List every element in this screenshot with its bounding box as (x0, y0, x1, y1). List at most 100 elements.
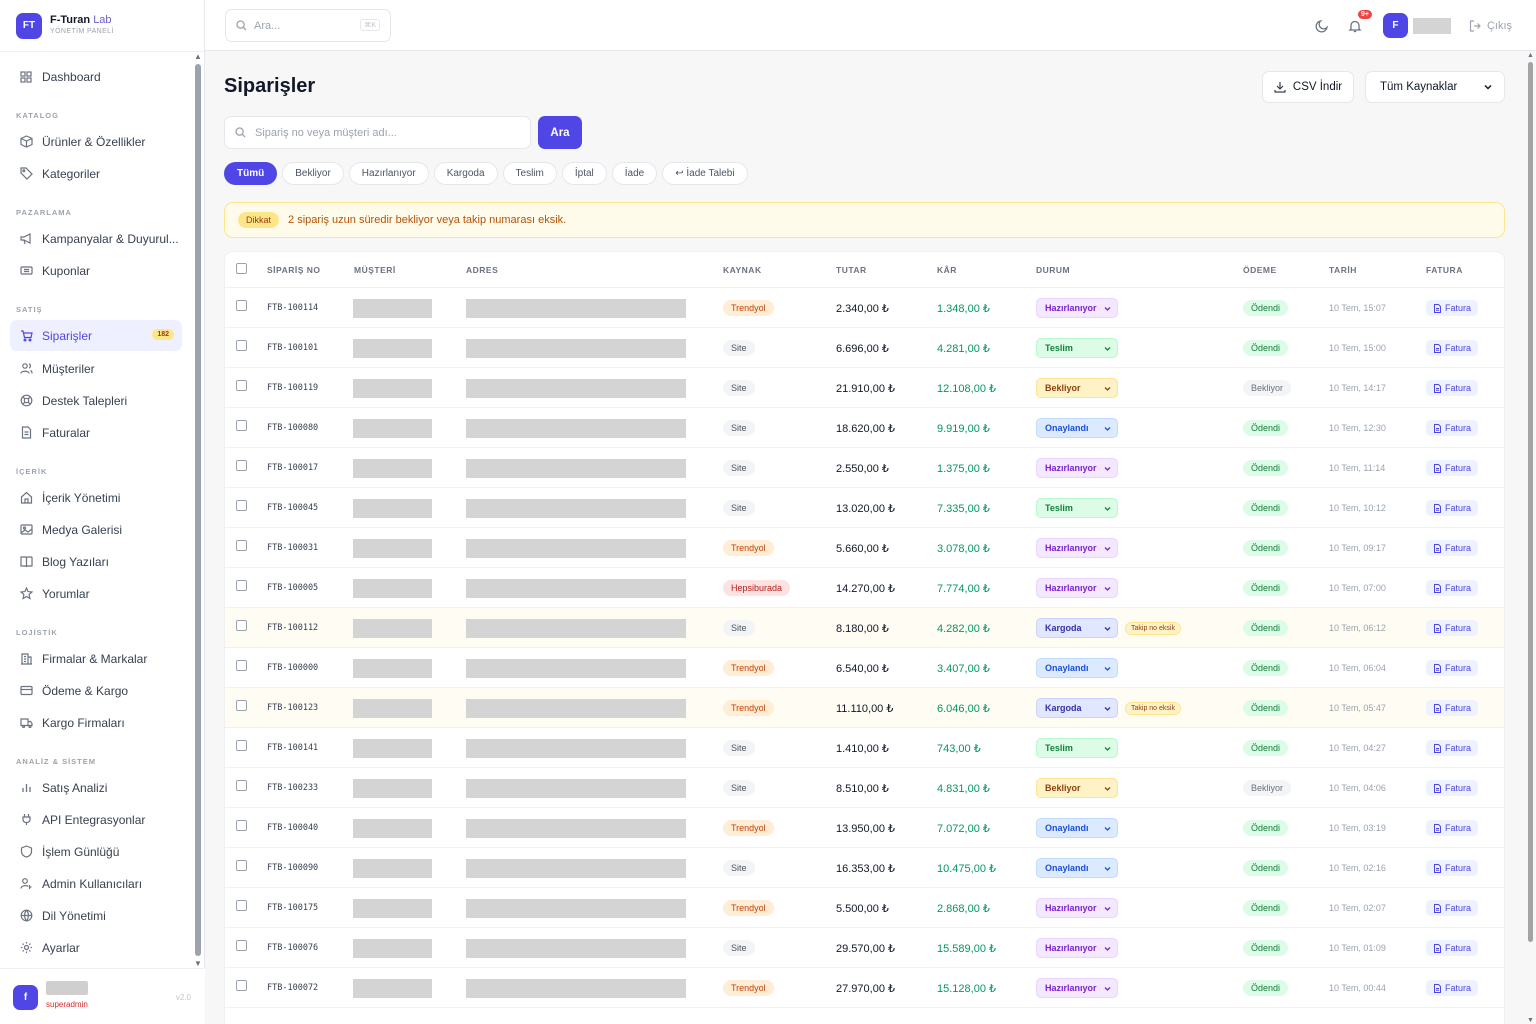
nav-medya[interactable]: Medya Galerisi (10, 514, 182, 545)
header-amount[interactable]: TUTAR (836, 265, 867, 275)
order-number[interactable]: FTB-100090 (267, 863, 319, 873)
order-number[interactable]: FTB-100119 (267, 383, 319, 393)
nav-destek[interactable]: Destek Talepleri (10, 385, 182, 416)
row-checkbox[interactable] (236, 500, 247, 511)
invoice-button[interactable]: Fatura (1426, 340, 1479, 356)
order-number[interactable]: FTB-100045 (267, 503, 319, 513)
order-number[interactable]: FTB-100072 (267, 983, 319, 993)
row-checkbox[interactable] (236, 620, 247, 631)
row-checkbox[interactable] (236, 940, 247, 951)
status-select[interactable]: Hazırlanıyor (1036, 938, 1118, 958)
row-checkbox[interactable] (236, 420, 247, 431)
filter-all[interactable]: Tümü (224, 162, 278, 185)
theme-toggle-button[interactable] (1312, 16, 1332, 36)
row-checkbox[interactable] (236, 540, 247, 551)
filter-cancelled[interactable]: İptal (561, 162, 607, 185)
row-checkbox[interactable] (236, 340, 247, 351)
row-checkbox[interactable] (236, 460, 247, 471)
nav-firmalar[interactable]: Firmalar & Markalar (10, 643, 182, 674)
status-select[interactable]: Kargoda (1036, 698, 1118, 718)
invoice-button[interactable]: Fatura (1426, 500, 1479, 516)
status-select[interactable]: Kargoda (1036, 618, 1118, 638)
header-profit[interactable]: KÂR (937, 265, 957, 275)
filter-shipped[interactable]: Kargoda (433, 162, 498, 185)
header-address[interactable]: ADRES (466, 265, 499, 275)
status-select[interactable]: Teslim (1036, 338, 1118, 358)
brand[interactable]: FT F-Turan Lab YÖNETİM PANELİ (0, 0, 204, 52)
nav-api[interactable]: API Entegrasyonlar (10, 804, 182, 835)
invoice-button[interactable]: Fatura (1426, 620, 1479, 636)
nav-kampanyalar[interactable]: Kampanyalar & Duyurul... (10, 223, 182, 254)
order-number[interactable]: FTB-100080 (267, 423, 319, 433)
invoice-button[interactable]: Fatura (1426, 540, 1479, 556)
order-number[interactable]: FTB-100141 (267, 743, 319, 753)
nav-yorumlar[interactable]: Yorumlar (10, 578, 182, 609)
table-row[interactable]: FTB-100090 Site 16.353,00 ₺ 10.475,00 ₺ Onay… (225, 848, 1504, 888)
header-payment[interactable]: ÖDEME (1243, 265, 1277, 275)
header-source[interactable]: KAYNAK (723, 265, 762, 275)
table-row[interactable]: FTB-100080 Site 18.620,00 ₺ 9.919,00 ₺ Onayl… (225, 408, 1504, 448)
status-select[interactable]: Onaylandı (1036, 658, 1118, 678)
row-checkbox[interactable] (236, 380, 247, 391)
invoice-button[interactable]: Fatura (1426, 900, 1479, 916)
status-select[interactable]: Hazırlanıyor (1036, 578, 1118, 598)
search-button[interactable]: Ara (538, 116, 582, 149)
order-number[interactable]: FTB-100233 (267, 783, 319, 793)
nav-dashboard[interactable]: Dashboard (10, 61, 182, 92)
nav-kuponlar[interactable]: Kuponlar (10, 255, 182, 286)
order-number[interactable]: FTB-100114 (267, 303, 319, 313)
scroll-down-icon[interactable]: ▼ (194, 959, 202, 968)
order-number[interactable]: FTB-100000 (267, 663, 319, 673)
invoice-button[interactable]: Fatura (1426, 860, 1479, 876)
order-search-input[interactable]: Sipariş no veya müşteri adı... (224, 116, 531, 149)
nav-satis-analizi[interactable]: Satış Analizi (10, 772, 182, 803)
status-select[interactable]: Bekliyor (1036, 378, 1118, 398)
logout-button[interactable]: Çıkış (1469, 20, 1512, 32)
table-row[interactable]: FTB-100175 Trendyol 5.500,00 ₺ 2.868,00 ₺ Ha… (225, 888, 1504, 928)
invoice-button[interactable]: Fatura (1426, 460, 1479, 476)
invoice-button[interactable]: Fatura (1426, 820, 1479, 836)
table-row[interactable]: FTB-100045 Site 13.020,00 ₺ 7.335,00 ₺ Tesli… (225, 488, 1504, 528)
row-checkbox[interactable] (236, 780, 247, 791)
status-select[interactable]: Bekliyor (1036, 778, 1118, 798)
invoice-button[interactable]: Fatura (1426, 580, 1479, 596)
invoice-button[interactable]: Fatura (1426, 380, 1479, 396)
select-all-checkbox[interactable] (236, 263, 247, 274)
order-number[interactable]: FTB-100031 (267, 543, 319, 553)
notifications-button[interactable]: 9+ (1345, 8, 1373, 36)
row-checkbox[interactable] (236, 820, 247, 831)
table-row[interactable]: FTB-100017 Site 2.550,00 ₺ 1.375,00 ₺ Hazırl… (225, 448, 1504, 488)
table-row[interactable]: FTB-100141 Site 1.410,00 ₺ 743,00 ₺ Teslim Öd… (225, 728, 1504, 768)
header-invoice[interactable]: FATURA (1426, 265, 1463, 275)
nav-kategoriler[interactable]: Kategoriler (10, 158, 182, 189)
table-row[interactable]: FTB-100031 Trendyol 5.660,00 ₺ 3.078,00 ₺ Ha… (225, 528, 1504, 568)
nav-admin[interactable]: Admin Kullanıcıları (10, 868, 182, 899)
nav-ayarlar[interactable]: Ayarlar (10, 932, 182, 963)
status-select[interactable]: Hazırlanıyor (1036, 298, 1118, 318)
row-checkbox[interactable] (236, 700, 247, 711)
sidebar-scroll-thumb[interactable] (195, 64, 201, 956)
status-select[interactable]: Hazırlanıyor (1036, 538, 1118, 558)
table-row[interactable]: FTB-100076 Site 29.570,00 ₺ 15.589,00 ₺ Hazı… (225, 928, 1504, 968)
invoice-button[interactable]: Fatura (1426, 980, 1479, 996)
status-select[interactable]: Teslim (1036, 498, 1118, 518)
row-checkbox[interactable] (236, 740, 247, 751)
status-select[interactable]: Hazırlanıyor (1036, 898, 1118, 918)
csv-download-button[interactable]: CSV İndir (1262, 71, 1354, 103)
profile-avatar[interactable]: F (1382, 13, 1408, 38)
order-number[interactable]: FTB-100005 (267, 583, 319, 593)
order-number[interactable]: FTB-100101 (267, 343, 319, 353)
header-customer[interactable]: MÜŞTERİ (354, 265, 396, 275)
table-row[interactable]: FTB-100123 Trendyol 11.110,00 ₺ 6.046,00 ₺ K… (225, 688, 1504, 728)
invoice-button[interactable]: Fatura (1426, 940, 1479, 956)
nav-islem[interactable]: İşlem Günlüğü (10, 836, 182, 867)
status-select[interactable]: Onaylandı (1036, 418, 1118, 438)
order-number[interactable]: FTB-100112 (267, 623, 319, 633)
table-row[interactable]: FTB-100233 Site 8.510,00 ₺ 4.831,00 ₺ Bekliy… (225, 768, 1504, 808)
global-search-input[interactable]: Ara... ⌘K (225, 9, 391, 42)
table-row[interactable]: FTB-100114 Trendyol 2.340,00 ₺ 1.348,00 ₺ Ha… (225, 288, 1504, 328)
status-select[interactable]: Hazırlanıyor (1036, 458, 1118, 478)
order-number[interactable]: FTB-100123 (267, 703, 319, 713)
row-checkbox[interactable] (236, 860, 247, 871)
status-select[interactable]: Hazırlanıyor (1036, 978, 1118, 998)
